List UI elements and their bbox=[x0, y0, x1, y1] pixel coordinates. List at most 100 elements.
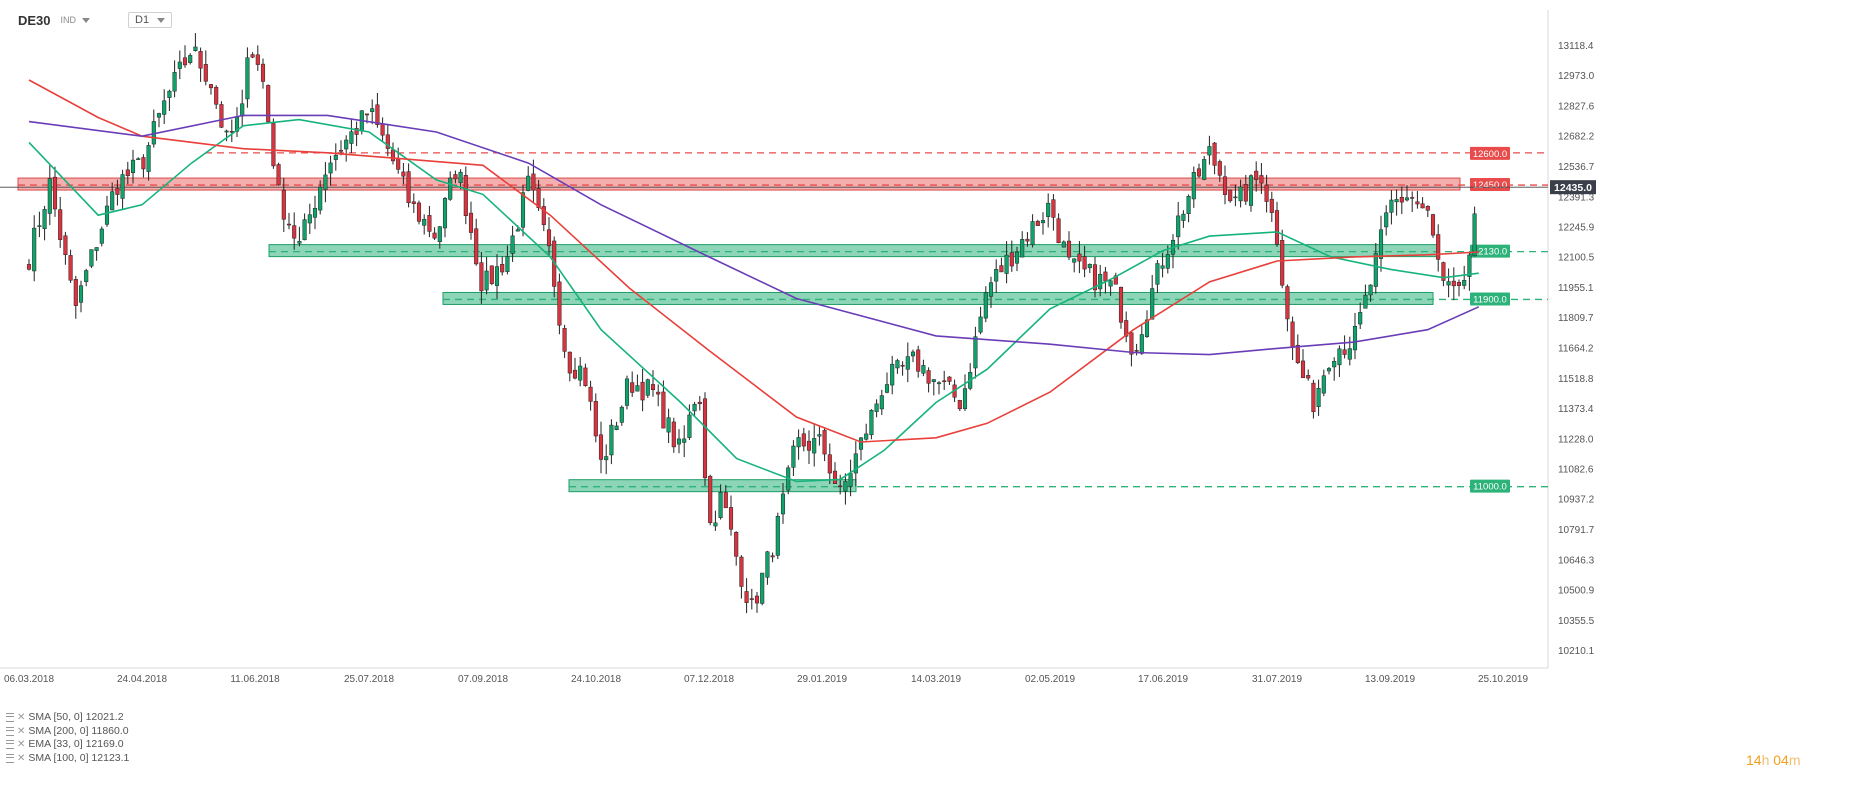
candle-body bbox=[973, 336, 978, 369]
legend-item[interactable]: ✕ SMA [50, 0] 12021.2 bbox=[6, 711, 129, 725]
menu-icon[interactable] bbox=[6, 753, 14, 763]
candle-body bbox=[1207, 146, 1212, 156]
y-tick-label: 12100.5 bbox=[1558, 253, 1595, 264]
candle-body bbox=[167, 90, 172, 98]
level-label: 11000.0 bbox=[1473, 482, 1507, 493]
x-tick-label: 07.09.2018 bbox=[458, 674, 508, 685]
menu-icon[interactable] bbox=[6, 740, 14, 750]
candle-body bbox=[1295, 344, 1300, 363]
legend-item[interactable]: ✕ SMA [100, 0] 12123.1 bbox=[6, 752, 129, 766]
x-tick-label: 24.10.2018 bbox=[571, 674, 621, 685]
candle-body bbox=[749, 598, 754, 600]
candle-body bbox=[188, 55, 193, 63]
y-tick-label: 12682.2 bbox=[1558, 132, 1595, 143]
candle-body bbox=[817, 434, 822, 437]
candle-body bbox=[957, 400, 962, 410]
candle-body bbox=[1358, 312, 1363, 325]
candle-body bbox=[1004, 254, 1009, 274]
legend-item[interactable]: ✕ SMA [200, 0] 11860.0 bbox=[6, 725, 129, 739]
candle-body bbox=[1280, 240, 1285, 286]
level-tag bbox=[1470, 178, 1510, 192]
candle-body bbox=[806, 440, 812, 451]
candle-body bbox=[1410, 197, 1415, 199]
candle-body bbox=[84, 270, 89, 283]
candle-body bbox=[692, 403, 697, 412]
sma50-line bbox=[28, 118, 1479, 483]
candle-body bbox=[78, 285, 84, 303]
candle-body bbox=[650, 384, 656, 391]
candle-body bbox=[1425, 206, 1430, 211]
menu-icon[interactable] bbox=[6, 726, 14, 736]
candle-body bbox=[645, 379, 650, 396]
x-tick-label: 25.10.2019 bbox=[1478, 674, 1528, 685]
candle-body bbox=[432, 232, 437, 239]
candle-body bbox=[406, 171, 411, 204]
candle-body bbox=[1134, 350, 1139, 352]
candle-body bbox=[292, 225, 297, 239]
instrument-type-selector[interactable]: IND bbox=[61, 15, 91, 25]
candle-body bbox=[110, 191, 115, 211]
candle-body bbox=[125, 169, 130, 176]
y-tick-label: 10791.7 bbox=[1558, 525, 1595, 536]
candle-body bbox=[760, 572, 765, 604]
candle-body bbox=[99, 228, 104, 244]
level-label: 11900.0 bbox=[1473, 294, 1507, 305]
y-tick-label: 10210.1 bbox=[1558, 646, 1595, 657]
candle-body bbox=[458, 171, 463, 184]
level-zone bbox=[268, 244, 1439, 258]
candle-body bbox=[1394, 199, 1399, 203]
legend-label: SMA [50, 0] 12021.2 bbox=[28, 711, 124, 723]
candle-body bbox=[1378, 229, 1384, 259]
candle-body bbox=[531, 173, 536, 191]
candle-body bbox=[1254, 170, 1259, 181]
y-tick-label: 10500.9 bbox=[1558, 586, 1595, 597]
indicator-legend: ✕ SMA [50, 0] 12021.2 ✕ SMA [200, 0] 118… bbox=[6, 711, 129, 765]
candle-body bbox=[708, 475, 713, 524]
candle-body bbox=[822, 430, 827, 455]
candle-body bbox=[1243, 184, 1248, 202]
candle-body bbox=[1082, 256, 1087, 270]
candle-body bbox=[375, 104, 380, 125]
close-icon[interactable]: ✕ bbox=[17, 752, 26, 764]
sma200-line bbox=[28, 114, 1480, 356]
candle-body bbox=[1056, 218, 1061, 244]
instrument-type-label: IND bbox=[60, 15, 77, 25]
candle-body bbox=[858, 437, 864, 450]
candle-body bbox=[453, 174, 458, 180]
candle-body bbox=[812, 438, 817, 454]
candle-body bbox=[1306, 375, 1311, 379]
candle-body bbox=[983, 292, 988, 319]
y-tick-label: 11373.4 bbox=[1558, 404, 1594, 415]
candle-body bbox=[853, 453, 858, 474]
candle-body bbox=[58, 209, 63, 240]
candle-body bbox=[1098, 274, 1103, 290]
candle-body bbox=[312, 207, 318, 218]
timeframe-selector[interactable]: D1 bbox=[128, 12, 173, 28]
candle-body bbox=[728, 507, 734, 530]
candle-body bbox=[916, 349, 921, 372]
candle-body bbox=[1196, 168, 1202, 177]
legend-item[interactable]: ✕ EMA [33, 0] 12169.0 bbox=[6, 738, 129, 752]
candle-body bbox=[1061, 241, 1066, 248]
close-icon[interactable]: ✕ bbox=[17, 725, 26, 737]
candle-body bbox=[42, 209, 47, 229]
symbol-label[interactable]: DE30 bbox=[18, 12, 51, 28]
close-icon[interactable]: ✕ bbox=[17, 739, 26, 750]
x-tick-label: 11.06.2018 bbox=[230, 674, 280, 685]
candle-body bbox=[1436, 234, 1441, 260]
close-icon[interactable]: ✕ bbox=[17, 712, 26, 723]
menu-icon[interactable] bbox=[6, 713, 14, 723]
x-tick-label: 14.03.2019 bbox=[911, 674, 961, 685]
candle-body bbox=[994, 268, 999, 282]
candle-body bbox=[104, 205, 110, 225]
candle-body bbox=[593, 401, 598, 437]
candle-body bbox=[656, 391, 661, 395]
candle-body bbox=[775, 515, 780, 556]
chart-toolbar: DE30 IND D1 bbox=[18, 12, 173, 28]
candle-body bbox=[172, 72, 177, 92]
candle-body bbox=[1103, 271, 1108, 282]
candle-body bbox=[1326, 368, 1332, 372]
candle-body bbox=[73, 279, 78, 306]
candle-body bbox=[978, 316, 983, 333]
